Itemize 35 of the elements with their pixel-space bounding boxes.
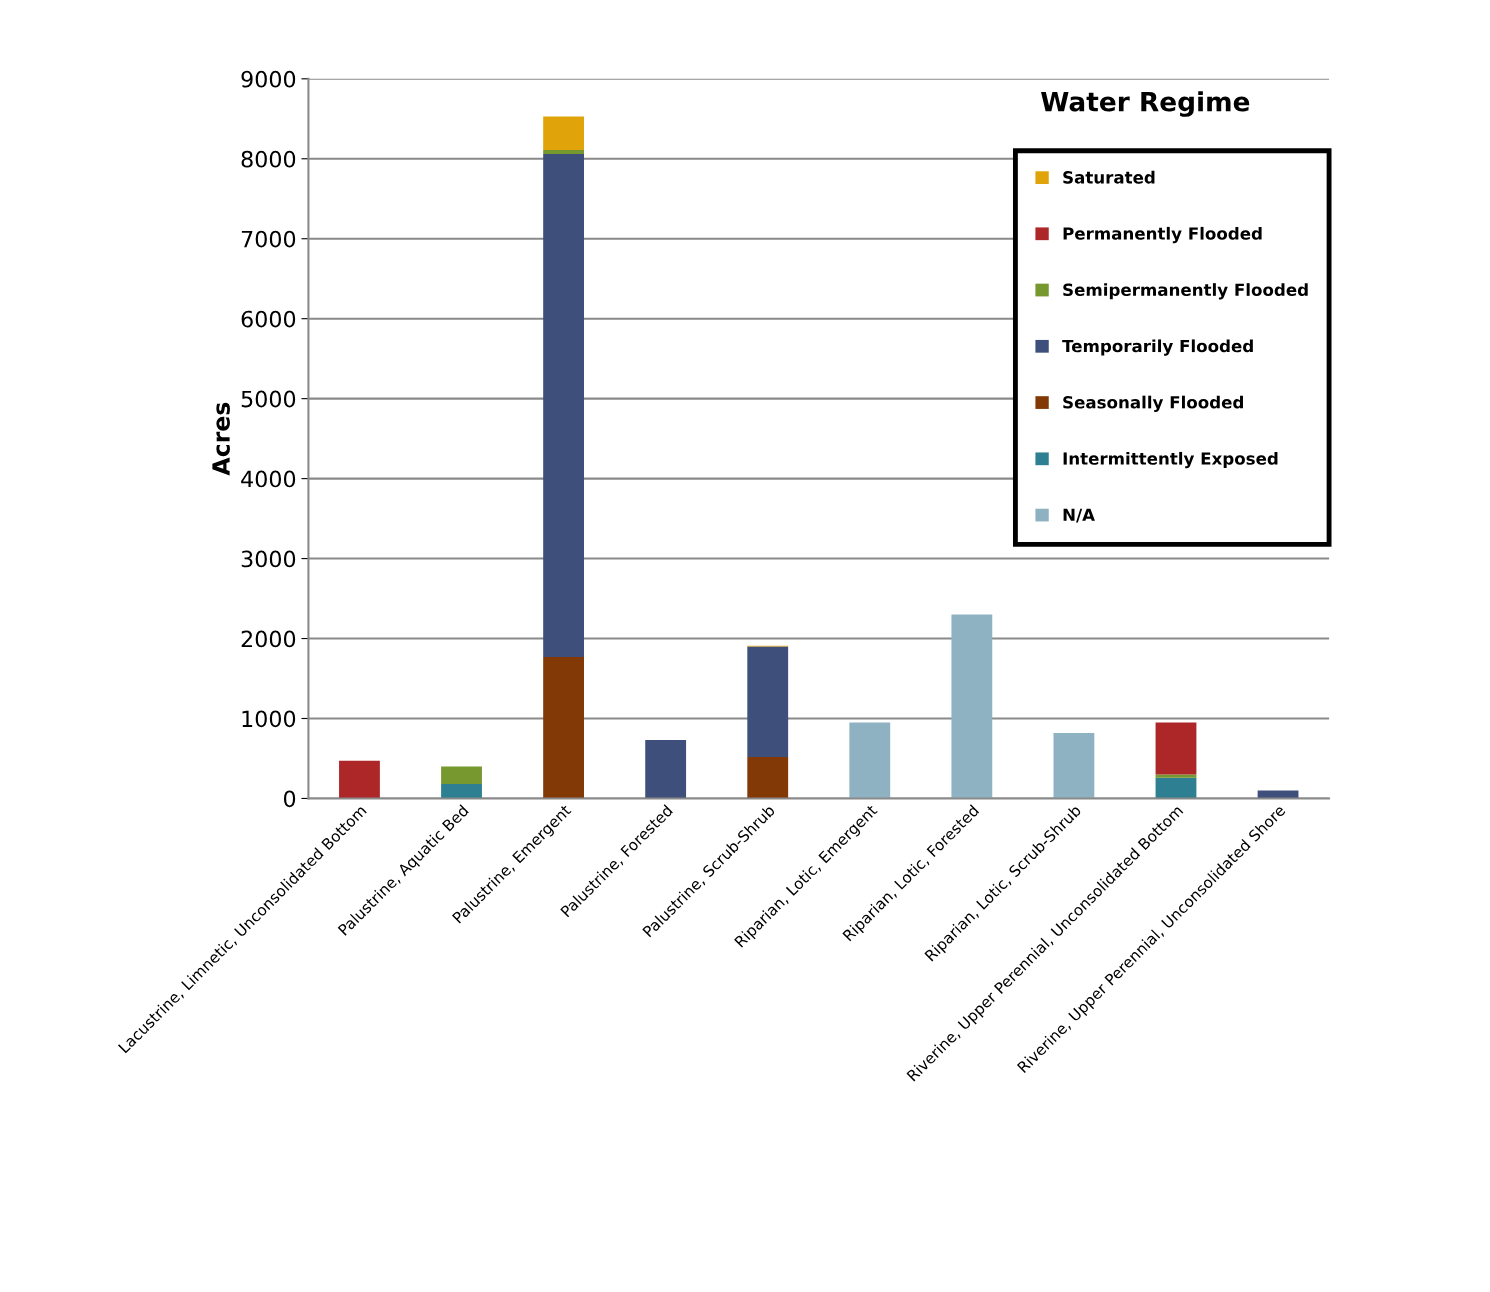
- y-tick-label: 6000: [241, 310, 296, 328]
- bar: [951, 614, 993, 799]
- bar: [339, 760, 380, 799]
- legend-label: Semipermanently Flooded: [1063, 283, 1308, 300]
- bar: [1155, 777, 1197, 799]
- legend-label: Intermittently Exposed: [1063, 451, 1278, 469]
- y-tick-label: 0: [283, 790, 296, 808]
- y-tick-label: 2000: [241, 630, 296, 648]
- bar: [747, 646, 789, 757]
- legend-label: N/A: [1063, 508, 1095, 523]
- y-tick-label: 8000: [241, 150, 296, 168]
- bar: [1155, 774, 1197, 778]
- bar: [849, 722, 891, 799]
- bar: [441, 766, 482, 785]
- y-tick-label: 9000: [241, 70, 296, 88]
- legend-title: Water Regime: [1041, 91, 1250, 117]
- y-tick-label: 3000: [241, 550, 296, 568]
- bar: [543, 656, 585, 799]
- legend-label: Saturated: [1063, 170, 1155, 184]
- bar: [1155, 722, 1197, 775]
- bar: [1053, 732, 1095, 799]
- bar: [747, 756, 789, 799]
- legend-label: Temporarily Flooded: [1062, 339, 1253, 356]
- legend-label: Seasonally Flooded: [1063, 395, 1243, 412]
- bar: [441, 784, 482, 799]
- legend-label: Permanently Flooded: [1063, 226, 1262, 244]
- y-tick-label: 4000: [241, 470, 296, 488]
- bar: [543, 153, 585, 657]
- y-axis-title: Acres: [212, 402, 230, 476]
- y-tick-label: 7000: [241, 230, 296, 248]
- bar: [543, 116, 585, 150]
- y-tick-label: 5000: [241, 390, 296, 408]
- bar: [645, 740, 687, 799]
- bar: [543, 149, 585, 154]
- y-tick-label: 1000: [242, 710, 296, 728]
